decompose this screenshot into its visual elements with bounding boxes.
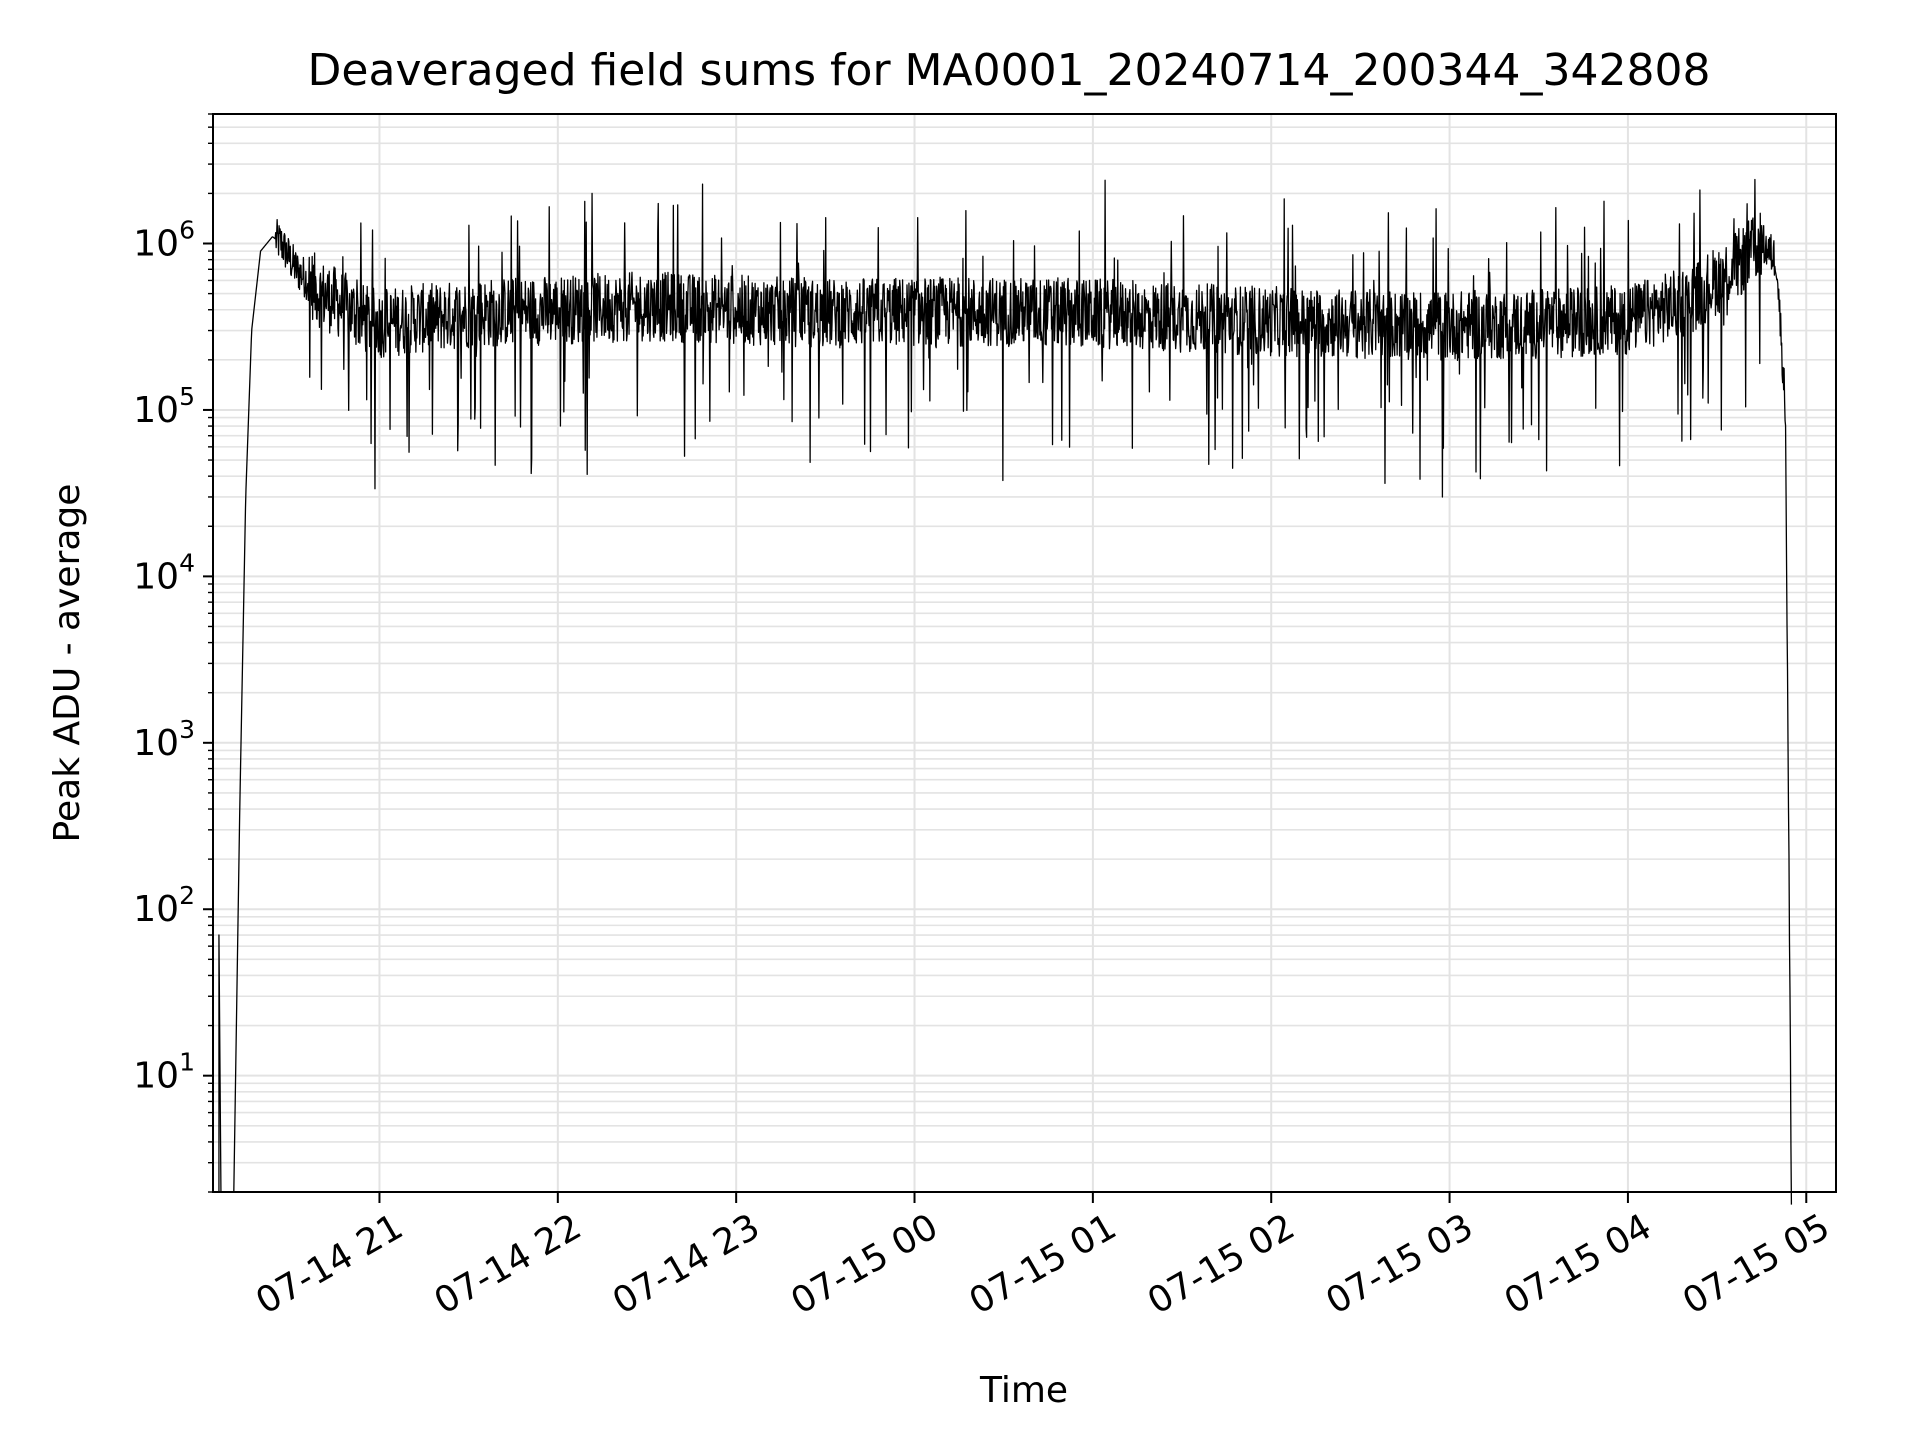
y-tick-label: 104: [133, 548, 195, 597]
y-tick-label: 106: [133, 216, 195, 265]
y-tick-label: 105: [133, 382, 195, 431]
chart-title: Deaveraged field sums for MA0001_2024071…: [308, 45, 1711, 96]
x-tick-label: 07-15 00: [784, 1206, 945, 1322]
x-axis-label: Time: [979, 1370, 1068, 1411]
data-series: [218, 178, 1793, 1205]
x-tick-label: 07-15 02: [1141, 1206, 1302, 1322]
x-tick-label: 07-14 23: [606, 1206, 767, 1322]
y-axis-label: Peak ADU - average: [47, 484, 88, 843]
x-tick-label: 07-14 22: [428, 1206, 589, 1322]
x-tick-label: 07-15 03: [1319, 1206, 1480, 1322]
grid-lines: [213, 113, 1836, 1193]
y-tick-label: 103: [133, 715, 195, 764]
y-tick-label: 101: [133, 1048, 195, 1097]
x-tick-label: 07-15 05: [1676, 1206, 1837, 1322]
x-axis: 07-14 21 07-14 22 07-14 23 07-15 00 07-15 01…: [249, 1192, 1837, 1323]
x-tick-label: 07-14 21: [249, 1206, 410, 1322]
plot-area: [212, 113, 1837, 1193]
series-line: [218, 178, 1793, 1205]
y-tick-label: 102: [133, 881, 195, 930]
x-tick-label: 07-15 01: [963, 1206, 1124, 1322]
x-tick-label: 07-15 04: [1498, 1206, 1659, 1322]
y-axis: 101 102 103 104 105 106: [133, 113, 213, 1193]
